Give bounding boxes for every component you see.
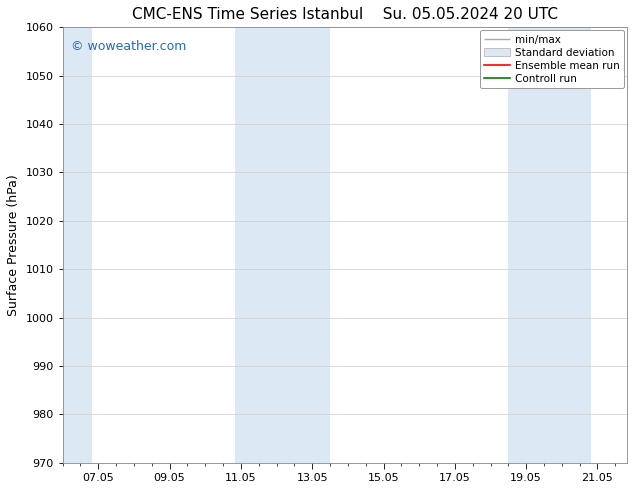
Bar	[63, 27, 92, 463]
Title: CMC-ENS Time Series Istanbul    Su. 05.05.2024 20 UTC: CMC-ENS Time Series Istanbul Su. 05.05.2…	[132, 7, 558, 22]
Legend: min/max, Standard deviation, Ensemble mean run, Controll run: min/max, Standard deviation, Ensemble me…	[479, 30, 624, 88]
Y-axis label: Surface Pressure (hPa): Surface Pressure (hPa)	[7, 174, 20, 316]
Bar	[235, 27, 330, 463]
Text: © woweather.com: © woweather.com	[71, 40, 186, 53]
Bar	[508, 27, 592, 463]
